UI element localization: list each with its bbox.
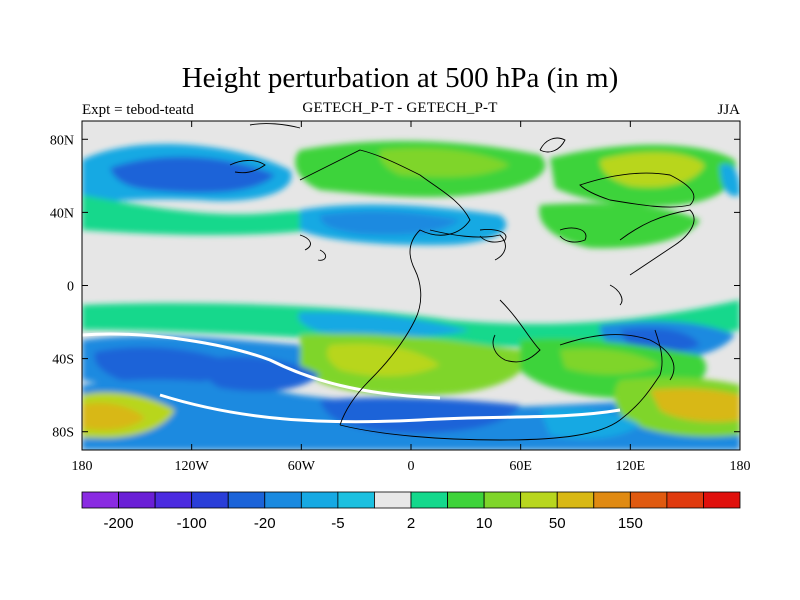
contour-band (720, 164, 740, 197)
colorbar-swatch (629, 491, 668, 509)
colorbar-label: 50 (549, 515, 566, 532)
colorbar-swatch (300, 491, 339, 509)
contour-band (94, 347, 240, 385)
colorbar-swatch (81, 491, 119, 509)
dataset-label: GETECH_P-T - GETECH_P-T (302, 100, 498, 116)
contour-band (539, 203, 700, 249)
x-tick-label: 120W (175, 459, 210, 474)
colorbar-label: -20 (254, 515, 276, 532)
x-tick-label: 120E (616, 459, 646, 474)
colorbar: -200 -100 -20 -5 2 10 50 150 (81, 491, 741, 532)
colorbar-swatch (227, 491, 266, 509)
y-tick-label: 80S (52, 426, 74, 441)
contour-band (199, 356, 320, 392)
contour-band (327, 343, 440, 377)
contour-band (560, 348, 660, 375)
contour-band (82, 403, 145, 430)
contour-band (298, 311, 470, 337)
colorbar-swatch (556, 491, 595, 509)
colorbar-label: -100 (177, 515, 207, 532)
colorbar-swatch (410, 491, 448, 509)
coastlines (229, 123, 695, 441)
colorbar-swatch (118, 491, 156, 509)
y-axis: 80N 40N 0 40S 80S (50, 133, 740, 441)
colorbar-label: -200 (104, 515, 134, 532)
colorbar-label: 2 (407, 515, 415, 532)
contour-field (82, 123, 740, 450)
colorbar-label: 150 (618, 515, 643, 532)
colorbar-swatch (154, 491, 193, 509)
colorbar-swatch (374, 491, 412, 509)
x-tick-label: 60W (288, 459, 316, 474)
colorbar-swatch (191, 491, 229, 509)
map-title: Height perturbation at 500 hPa (in m) (181, 62, 619, 94)
zero-contour (159, 393, 621, 424)
x-axis: 180 120W 60W 0 60E 120E 180 (72, 121, 751, 474)
colorbar-swatch (264, 491, 302, 509)
colorbar-label: 10 (476, 515, 493, 532)
y-tick-label: 0 (67, 280, 74, 295)
y-tick-label: 40S (52, 353, 74, 368)
colorbar-swatch (447, 491, 485, 509)
colorbar-swatch (483, 491, 522, 509)
contour-band (320, 211, 460, 235)
colorbar-swatch (703, 491, 741, 509)
zero-contour (82, 332, 441, 400)
x-tick-label: 60E (509, 459, 532, 474)
season-label: JJA (717, 102, 740, 118)
x-tick-label: 180 (72, 459, 93, 474)
colorbar-swatch (337, 491, 375, 509)
contour-band (320, 397, 520, 434)
experiment-label: Expt = tebod-teatd (82, 102, 194, 118)
contour-band (650, 388, 740, 422)
y-tick-label: 40N (50, 206, 74, 221)
contour-band (600, 152, 705, 188)
colorbar-swatch (666, 491, 704, 509)
colorbar-swatch (520, 491, 558, 509)
x-tick-label: 180 (730, 459, 751, 474)
contour-band (82, 195, 333, 235)
x-tick-label: 0 (408, 459, 415, 474)
contour-band (110, 156, 275, 193)
colorbar-swatch (593, 491, 631, 509)
colorbar-label: -5 (331, 515, 344, 532)
y-tick-label: 80N (50, 133, 74, 148)
contour-band (379, 148, 510, 178)
